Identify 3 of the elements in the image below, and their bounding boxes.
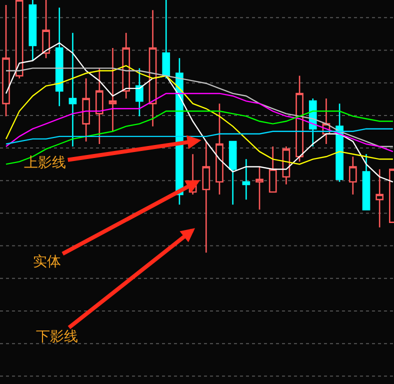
text: 实体 bbox=[33, 254, 61, 270]
text: 下影线 bbox=[36, 329, 78, 345]
annotation: 上影线 bbox=[24, 155, 66, 171]
